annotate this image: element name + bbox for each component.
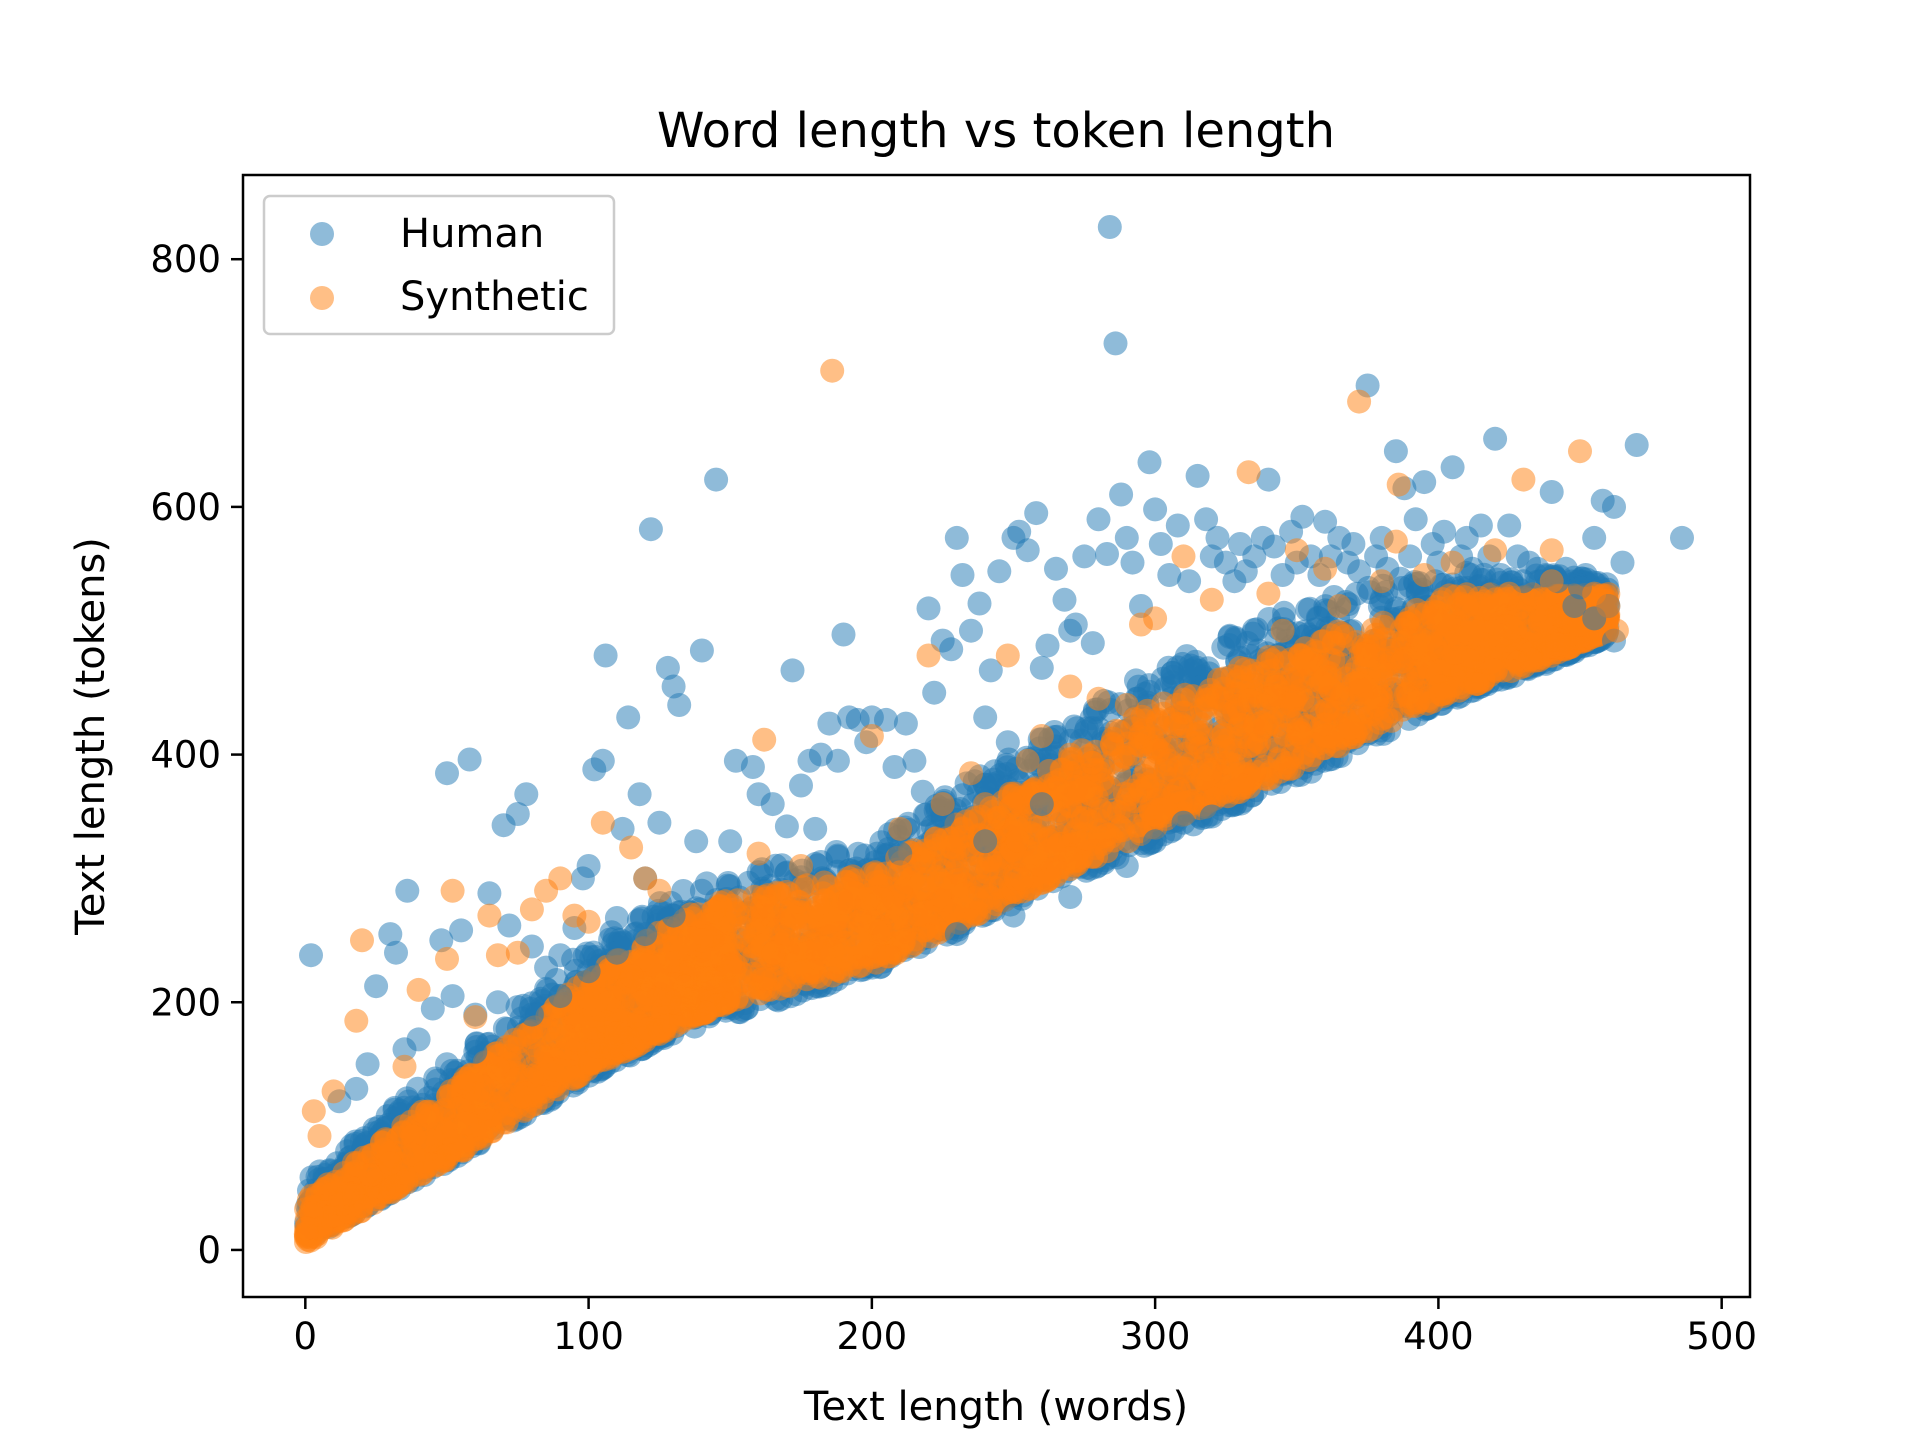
dense-point: [1309, 629, 1334, 654]
dense-point: [492, 1107, 517, 1132]
dense-point: [1345, 670, 1369, 695]
dense-point: [861, 934, 886, 959]
dense-point: [1286, 666, 1311, 691]
dense-point: [922, 833, 947, 858]
dense-point: [1202, 786, 1227, 811]
dense-point: [1211, 676, 1236, 701]
dense-point: [1159, 758, 1184, 782]
dense-point: [502, 1027, 527, 1052]
dense-point: [1390, 649, 1415, 674]
dense-point: [1237, 688, 1262, 713]
dense-point: [730, 985, 755, 1009]
dense-point: [902, 931, 927, 956]
dense-point: [294, 1216, 318, 1241]
dense-point: [753, 966, 778, 991]
dense-point: [454, 1111, 479, 1135]
dense-point: [509, 1085, 534, 1109]
dense-point: [1338, 716, 1362, 740]
dense-point: [811, 935, 836, 960]
dense-point: [1272, 600, 1297, 625]
dense-point: [1333, 624, 1357, 649]
dense-point: [1149, 797, 1174, 822]
dense-point: [1247, 730, 1272, 755]
dense-point: [619, 964, 644, 989]
dense-point: [906, 902, 931, 927]
dense-point: [1244, 617, 1269, 642]
dense-point: [644, 953, 669, 978]
dense-point: [865, 862, 890, 887]
dense-point: [465, 1081, 489, 1106]
dense-point: [1196, 757, 1221, 782]
dense-point: [1178, 653, 1203, 678]
dense-point: [379, 1177, 403, 1202]
dense-point: [576, 986, 601, 1011]
dense-point: [1084, 785, 1109, 810]
dense-point: [820, 963, 845, 988]
dense-point: [975, 856, 1000, 881]
dense-point: [1124, 668, 1148, 693]
dense-point: [415, 1099, 440, 1124]
dense-point: [1258, 686, 1283, 711]
dense-point: [1009, 867, 1034, 892]
chart-title: Word length vs token length: [657, 103, 1335, 159]
dense-point: [1151, 701, 1176, 726]
dense-point: [865, 841, 890, 866]
dense-point: [1146, 738, 1171, 763]
dense-point: [1180, 791, 1205, 816]
dense-point: [1074, 826, 1099, 851]
dense-point: [1188, 735, 1213, 760]
dense-point: [1104, 718, 1129, 743]
dense-point: [316, 1172, 341, 1197]
dense-point: [1005, 828, 1030, 853]
dense-point: [1220, 772, 1245, 797]
dense-point: [400, 1142, 425, 1167]
dense-point: [756, 894, 781, 919]
dense-point: [1027, 814, 1052, 839]
dense-point: [1292, 648, 1317, 673]
dense-point: [1106, 814, 1131, 838]
dense-point: [979, 885, 1004, 910]
dense-point: [816, 874, 841, 899]
dense-point: [870, 887, 895, 912]
dense-point: [666, 922, 691, 946]
dense-point: [527, 1040, 552, 1065]
dense-point: [1108, 748, 1133, 772]
dense-point: [1372, 627, 1397, 652]
dense-point: [1213, 701, 1238, 726]
dense-point: [1215, 750, 1240, 775]
dense-point: [1073, 719, 1098, 744]
dense-point: [725, 925, 750, 949]
dense-point: [693, 1000, 718, 1025]
dense-point: [1094, 839, 1119, 864]
dense-point: [696, 966, 721, 991]
dense-point: [1323, 700, 1348, 725]
dense-point: [1310, 668, 1335, 693]
dense-point: [358, 1163, 383, 1187]
dense-point: [1285, 707, 1310, 732]
dense-point: [1406, 688, 1431, 713]
dense-point: [962, 809, 987, 834]
dense-point: [671, 879, 696, 903]
dense-point: [1045, 859, 1070, 884]
dense-point: [635, 987, 660, 1012]
dense-point: [486, 1056, 511, 1081]
dense-point: [790, 875, 815, 900]
dense-point: [1290, 726, 1315, 750]
